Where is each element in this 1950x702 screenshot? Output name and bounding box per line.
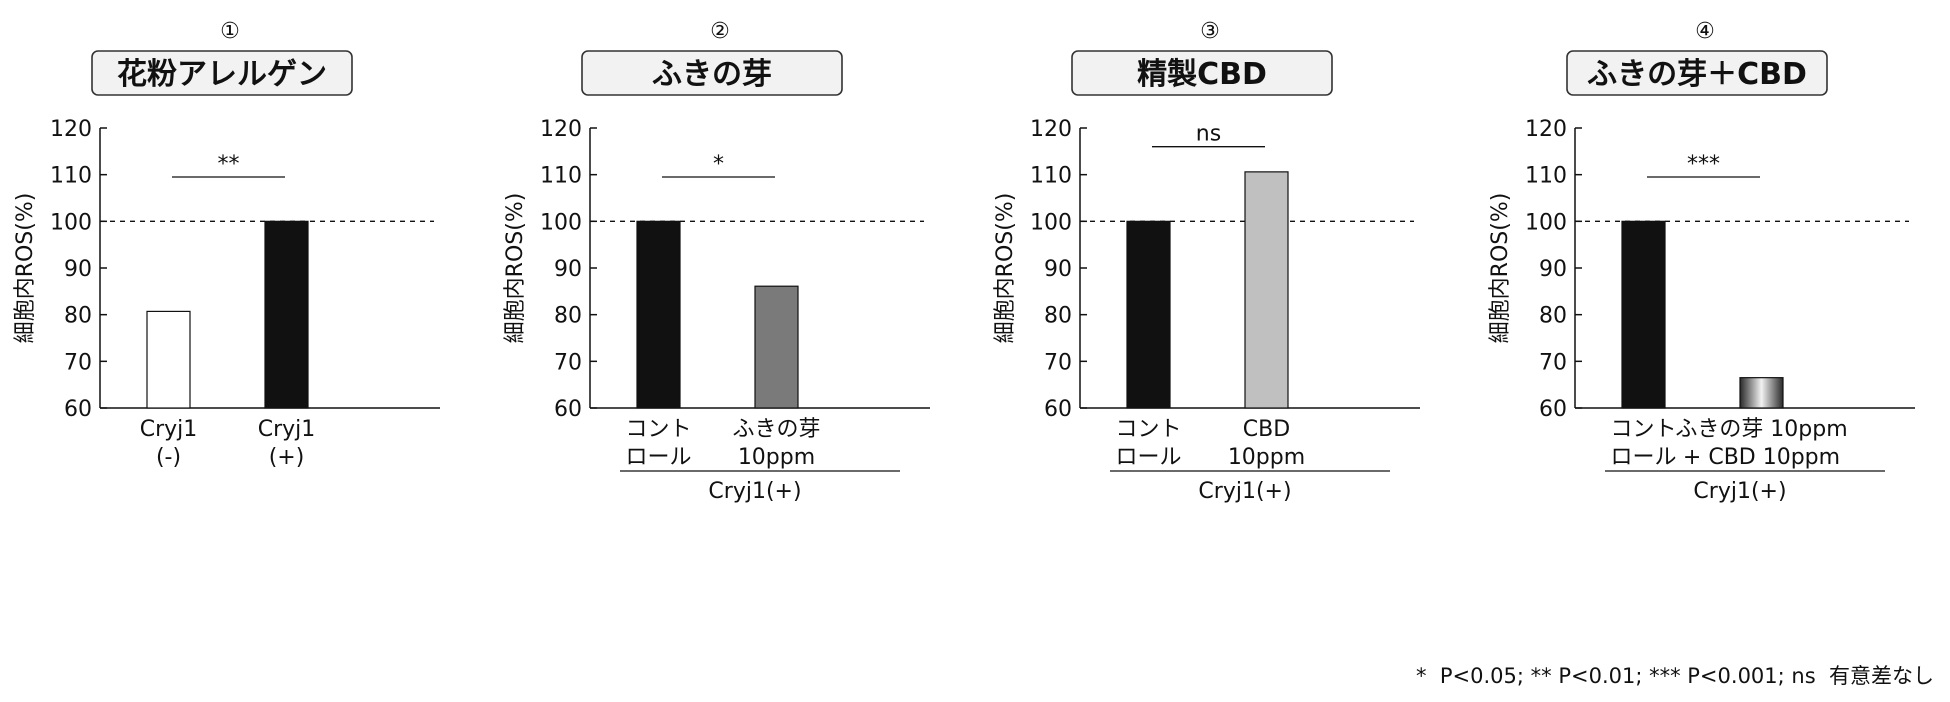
panel-title: ふきの芽	[652, 57, 772, 92]
y-tick-label: 90	[64, 257, 92, 282]
y-tick-label: 100	[1030, 210, 1072, 235]
category-label: (-)	[156, 445, 181, 470]
y-tick-label: 110	[50, 164, 92, 189]
panel-title: 精製CBD	[1137, 57, 1267, 92]
y-tick-label: 120	[1525, 117, 1567, 142]
footnote: * P<0.05; ** P<0.01; *** P<0.001; ns 有意差…	[1416, 664, 1934, 688]
y-axis-label: 細胞内ROS(%)	[993, 193, 1018, 344]
y-axis-label: 細胞内ROS(%)	[503, 193, 528, 344]
y-tick-label: 60	[1539, 397, 1567, 422]
y-tick-label: 90	[554, 257, 582, 282]
bar	[1244, 171, 1289, 409]
y-tick-label: 80	[1539, 304, 1567, 329]
panel-number: ①	[220, 19, 240, 44]
group-label: Cryj1(+)	[1198, 479, 1291, 504]
y-tick-label: 120	[540, 117, 582, 142]
y-tick-label: 90	[1044, 257, 1072, 282]
y-axis-label: 細胞内ROS(%)	[1488, 193, 1513, 344]
y-tick-label: 100	[1525, 210, 1567, 235]
bar	[264, 220, 309, 409]
significance-label: *	[713, 152, 724, 177]
category-label: ロール	[625, 445, 691, 470]
y-tick-label: 80	[554, 304, 582, 329]
y-tick-label: 90	[1539, 257, 1567, 282]
category-label: コント	[1115, 417, 1181, 442]
panel-title-box	[91, 50, 353, 96]
y-tick-label: 70	[1539, 350, 1567, 375]
panel-number: ②	[710, 19, 730, 44]
y-tick-label: 120	[1030, 117, 1072, 142]
panel-title-box	[581, 50, 843, 96]
category-label: 10ppm	[738, 445, 815, 470]
y-tick-label: 110	[540, 164, 582, 189]
category-label: CBD	[1243, 417, 1290, 442]
significance-label: ns	[1196, 122, 1221, 147]
y-tick-label: 60	[64, 397, 92, 422]
category-label: コント	[1610, 417, 1676, 442]
category-label: + CBD 10ppm	[1683, 445, 1840, 470]
y-tick-label: 100	[50, 210, 92, 235]
category-label: ロール	[1610, 445, 1676, 470]
bar	[636, 220, 681, 409]
panel-title-box	[1071, 50, 1333, 96]
category-label: コント	[625, 417, 691, 442]
y-tick-label: 70	[64, 350, 92, 375]
group-label: Cryj1(+)	[708, 479, 801, 504]
group-label: Cryj1(+)	[1693, 479, 1786, 504]
category-label: 10ppm	[1228, 445, 1305, 470]
panel-title-box	[1566, 50, 1828, 96]
y-axis-label: 細胞内ROS(%)	[13, 193, 38, 344]
significance-label: **	[218, 152, 240, 177]
category-label: ふきの芽 10ppm	[1675, 417, 1847, 442]
category-label: ふきの芽	[732, 417, 820, 442]
bar	[754, 285, 799, 409]
panel-title: 花粉アレルゲン	[117, 57, 327, 92]
category-label: Cryj1	[258, 417, 316, 442]
bar	[1739, 377, 1784, 409]
bar	[146, 310, 191, 409]
category-label: Cryj1	[140, 417, 198, 442]
bar	[1126, 220, 1171, 409]
y-tick-label: 100	[540, 210, 582, 235]
y-tick-label: 110	[1030, 164, 1072, 189]
y-tick-label: 60	[554, 397, 582, 422]
y-tick-label: 80	[1044, 304, 1072, 329]
y-tick-label: 120	[50, 117, 92, 142]
category-label: ロール	[1115, 445, 1181, 470]
y-tick-label: 80	[64, 304, 92, 329]
bar	[1621, 220, 1666, 409]
significance-label: ***	[1687, 152, 1720, 177]
panel-number: ④	[1695, 19, 1715, 44]
panel-title: ふきの芽＋CBD	[1587, 57, 1807, 92]
y-tick-label: 60	[1044, 397, 1072, 422]
y-tick-label: 110	[1525, 164, 1567, 189]
category-label: (+)	[269, 445, 305, 470]
y-tick-label: 70	[1044, 350, 1072, 375]
y-tick-label: 70	[554, 350, 582, 375]
panel-number: ③	[1200, 19, 1220, 44]
